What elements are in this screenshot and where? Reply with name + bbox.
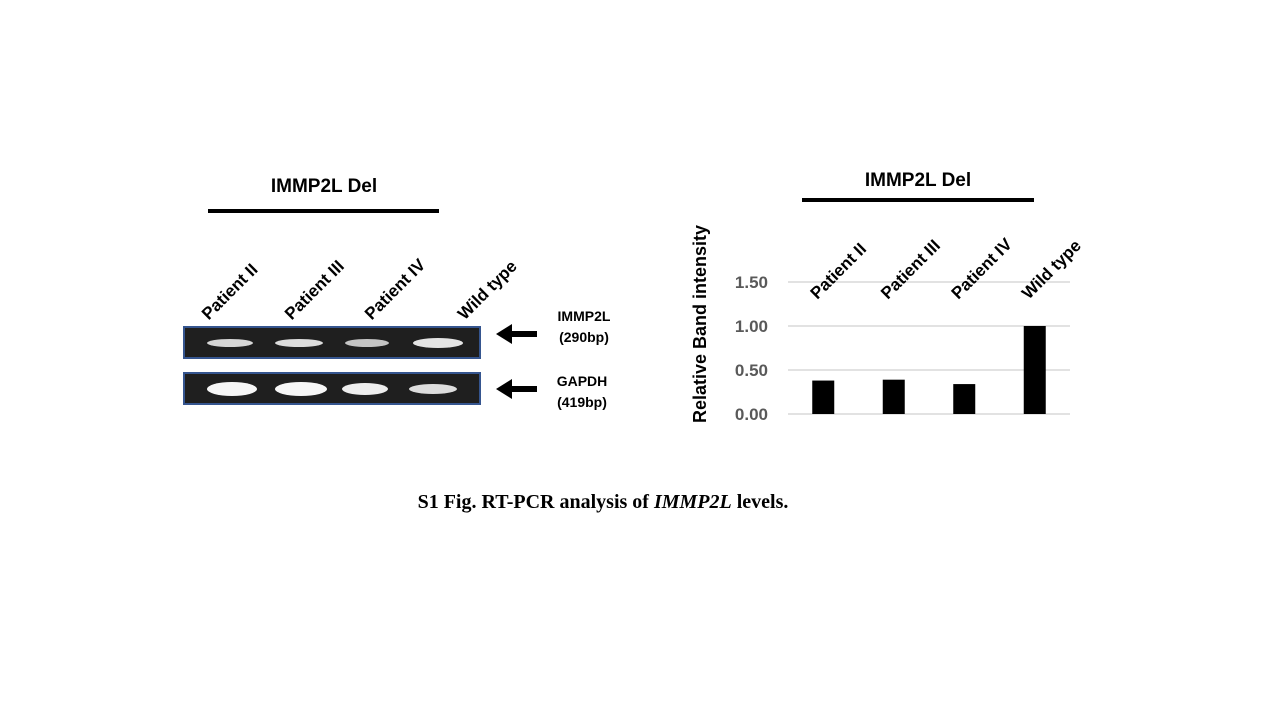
lane-label-patient-iv: Patient IV <box>361 255 430 324</box>
y-tick-label: 0.00 <box>735 405 768 424</box>
caption-gene-name: IMMP2L <box>653 491 732 513</box>
band-label-gapdh-size: (419bp) <box>557 394 607 410</box>
chart-group-title: IMMP2L Del <box>864 170 972 191</box>
band-label-immp2l: IMMP2L (290bp) <box>546 306 622 348</box>
band-immp2l-patient-ii <box>207 339 253 347</box>
band-label-immp2l-size: (290bp) <box>559 329 609 345</box>
category-label: Patient IV <box>948 234 1017 303</box>
bar-wild-type <box>1023 326 1046 414</box>
chart-group-bracket <box>802 198 1034 202</box>
figure-caption: S1 Fig. RT-PCR analysis of IMMP2L levels… <box>340 491 866 514</box>
category-label: Patient III <box>877 236 944 303</box>
band-gapdh-patient-ii <box>207 382 257 396</box>
lane-label-patient-iii: Patient III <box>281 256 348 324</box>
gel-group-title: IMMP2L Del <box>270 176 378 197</box>
band-immp2l-wild-type <box>413 338 463 348</box>
band-label-gapdh: GAPDH (419bp) <box>544 371 620 413</box>
bar-chart: 0.00 0.50 1.00 1.50 Relative Band intensity P… <box>690 225 1085 424</box>
band-immp2l-patient-iv <box>345 339 389 347</box>
y-tick-label: 0.50 <box>735 361 768 380</box>
arrow-left-icon <box>496 324 540 344</box>
category-label: Wild type <box>1018 236 1085 303</box>
y-tick-label: 1.50 <box>735 273 768 292</box>
bar-patient-ii <box>812 380 835 414</box>
lane-label-patient-ii: Patient II <box>198 259 262 324</box>
band-gapdh-wild-type <box>409 384 457 394</box>
band-gapdh-patient-iv <box>342 383 388 395</box>
gel-strip-immp2l <box>183 326 481 359</box>
band-label-immp2l-name: IMMP2L <box>557 308 611 324</box>
bar-patient-iv <box>953 384 976 414</box>
arrow-left-icon <box>496 379 540 399</box>
band-immp2l-patient-iii <box>275 339 323 347</box>
band-gapdh-patient-iii <box>275 382 327 396</box>
gel-group-bracket <box>208 209 439 213</box>
caption-prefix: S1 Fig. RT-PCR analysis of <box>417 491 654 513</box>
caption-suffix: levels. <box>731 491 789 513</box>
bar-patient-iii <box>882 379 905 414</box>
y-axis-label: Relative Band intensity <box>690 225 710 423</box>
lane-label-wild-type: Wild type <box>454 256 521 324</box>
y-tick-label: 1.00 <box>735 317 768 336</box>
category-label: Patient II <box>807 239 871 303</box>
band-label-gapdh-name: GAPDH <box>556 373 608 389</box>
gel-strip-gapdh <box>183 372 481 405</box>
